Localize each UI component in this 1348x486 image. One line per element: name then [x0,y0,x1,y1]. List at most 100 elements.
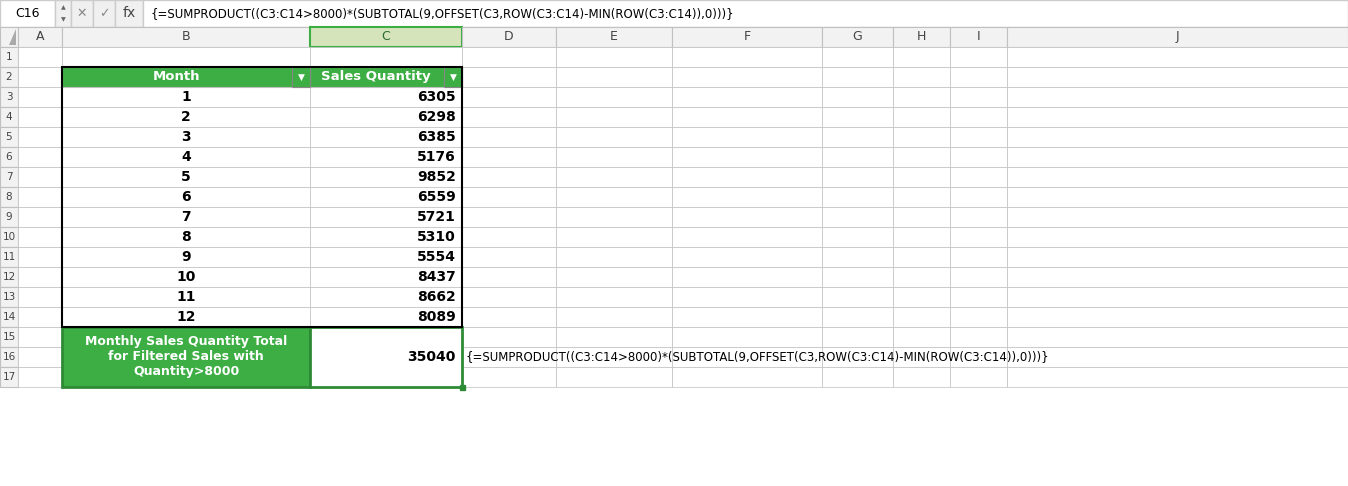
Text: 15: 15 [3,332,16,342]
Bar [462,127,555,147]
Bar [310,27,462,47]
Bar [673,207,822,227]
Text: 8: 8 [181,230,191,244]
Bar [310,207,462,227]
Bar [1007,107,1348,127]
Bar [62,147,310,167]
Bar [822,347,892,367]
Bar [18,247,62,267]
Bar [1007,247,1348,267]
Text: {=SUMPRODUCT((C3:C14>8000)*(SUBTOTAL(9,OFFSET(C3,ROW(C3:C14)-MIN(ROW(C3:C14)),0): {=SUMPRODUCT((C3:C14>8000)*(SUBTOTAL(9,O… [466,350,1050,364]
Bar [62,287,310,307]
Bar [18,127,62,147]
Bar [892,267,950,287]
Bar [310,87,462,107]
Bar [62,267,310,287]
Text: 8437: 8437 [418,270,456,284]
Bar [310,127,462,147]
Bar [555,227,673,247]
Bar [822,147,892,167]
Bar [0,287,18,307]
Bar [950,307,1007,327]
Bar [555,247,673,267]
Bar [673,347,822,367]
Bar [673,167,822,187]
Bar [62,47,310,67]
Text: 9: 9 [181,250,191,264]
Text: 5721: 5721 [417,210,456,224]
Bar [555,147,673,167]
Text: C: C [381,31,391,44]
Bar [0,107,18,127]
Bar [950,347,1007,367]
Text: J: J [1175,31,1180,44]
Text: G: G [853,31,863,44]
Bar [462,67,555,87]
Text: 11: 11 [177,290,195,304]
Bar [0,367,18,387]
Bar [950,187,1007,207]
Bar [555,47,673,67]
Text: C16: C16 [15,7,39,20]
Bar [310,267,462,287]
Bar [892,167,950,187]
Bar [62,347,310,367]
Bar [310,367,462,387]
Bar [950,247,1007,267]
Bar [555,207,673,227]
Bar [18,107,62,127]
Bar [673,367,822,387]
Bar [1007,207,1348,227]
Bar [1007,347,1348,367]
Text: 5: 5 [5,132,12,142]
Bar [892,367,950,387]
Bar [822,207,892,227]
Bar [1007,267,1348,287]
Bar [18,167,62,187]
Bar [18,47,62,67]
Bar [673,87,822,107]
Text: D: D [504,31,514,44]
Bar [1007,227,1348,247]
Bar [0,0,1348,27]
Bar [462,47,555,67]
Bar [62,27,310,47]
Bar [950,127,1007,147]
Text: ▼: ▼ [450,72,457,82]
Bar [462,207,555,227]
Bar [555,27,673,47]
Text: 7: 7 [5,172,12,182]
Bar [673,107,822,127]
Bar [673,67,822,87]
Bar [62,127,310,147]
Bar [310,227,462,247]
Bar [822,307,892,327]
Text: 2: 2 [5,72,12,82]
Bar [62,367,310,387]
Bar [462,307,555,327]
Bar [950,47,1007,67]
Bar [462,27,555,47]
Bar [822,27,892,47]
Bar [555,127,673,147]
Text: 3: 3 [181,130,191,144]
Bar [892,87,950,107]
Bar [310,147,462,167]
Bar [443,67,462,87]
Text: 17: 17 [3,372,16,382]
Text: 12: 12 [3,272,16,282]
Text: ▲: ▲ [61,5,65,10]
Bar [892,27,950,47]
Bar [18,187,62,207]
Polygon shape [9,29,16,45]
Bar [0,27,18,47]
Bar [822,287,892,307]
Bar [1007,27,1348,47]
Bar [462,87,555,107]
Text: A: A [36,31,44,44]
Bar [310,107,462,127]
Bar [822,187,892,207]
Bar [18,307,62,327]
Text: 6305: 6305 [418,90,456,104]
Bar [673,267,822,287]
